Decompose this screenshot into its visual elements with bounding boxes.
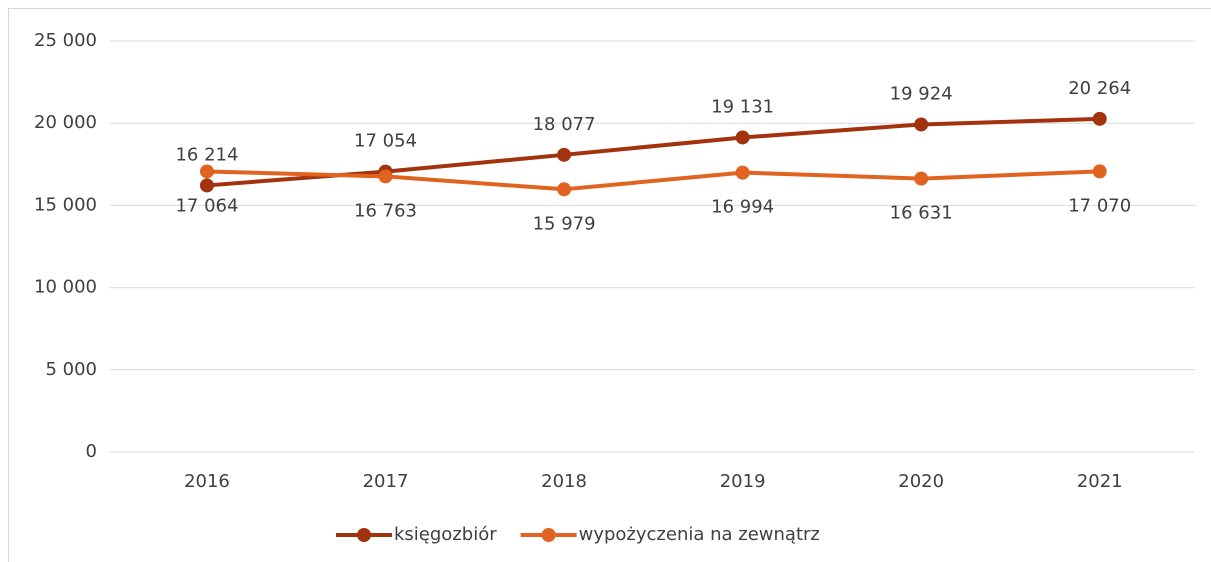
data-label: 17 070 <box>1068 195 1131 216</box>
data-label: 16 994 <box>711 197 774 218</box>
data-point <box>914 117 929 132</box>
data-label: 20 264 <box>1068 78 1131 99</box>
data-point <box>199 178 214 193</box>
data-point <box>914 171 929 186</box>
data-point <box>735 130 750 145</box>
legend-label: księgozbiór <box>394 524 497 545</box>
data-label: 19 924 <box>890 83 953 104</box>
series-line <box>206 169 1100 192</box>
y-tick-label: 5 000 <box>45 359 97 380</box>
data-point <box>378 169 393 184</box>
data-point <box>557 182 572 197</box>
y-tick-label: 0 <box>86 441 97 462</box>
data-label: 18 077 <box>533 114 596 135</box>
data-label: 16 214 <box>175 144 238 165</box>
x-tick-label: 2019 <box>720 471 766 492</box>
y-tick-label: 10 000 <box>34 277 97 298</box>
x-tick-label: 2018 <box>541 471 587 492</box>
y-tick-label: 15 000 <box>34 194 97 215</box>
data-point <box>1092 164 1107 179</box>
chart-border <box>8 8 1211 562</box>
legend-label: wypożyczenia na zewnątrz <box>579 524 820 545</box>
data-label: 19 131 <box>711 96 774 117</box>
data-label: 15 979 <box>533 213 596 234</box>
data-point <box>557 147 572 162</box>
data-label: 16 631 <box>890 203 953 224</box>
data-label: 17 064 <box>175 195 238 216</box>
y-tick-label: 25 000 <box>34 30 97 51</box>
x-tick-label: 2016 <box>184 471 230 492</box>
x-tick-label: 2021 <box>1077 471 1123 492</box>
data-point <box>735 165 750 180</box>
x-tick-label: 2017 <box>363 471 409 492</box>
data-point <box>199 164 214 179</box>
y-tick-label: 20 000 <box>34 112 97 133</box>
data-label: 17 054 <box>354 131 417 152</box>
legend-marker <box>541 528 556 542</box>
data-label: 16 763 <box>354 200 417 221</box>
x-tick-label: 2020 <box>898 471 944 492</box>
legend-marker <box>357 528 371 542</box>
data-point <box>1092 111 1107 126</box>
